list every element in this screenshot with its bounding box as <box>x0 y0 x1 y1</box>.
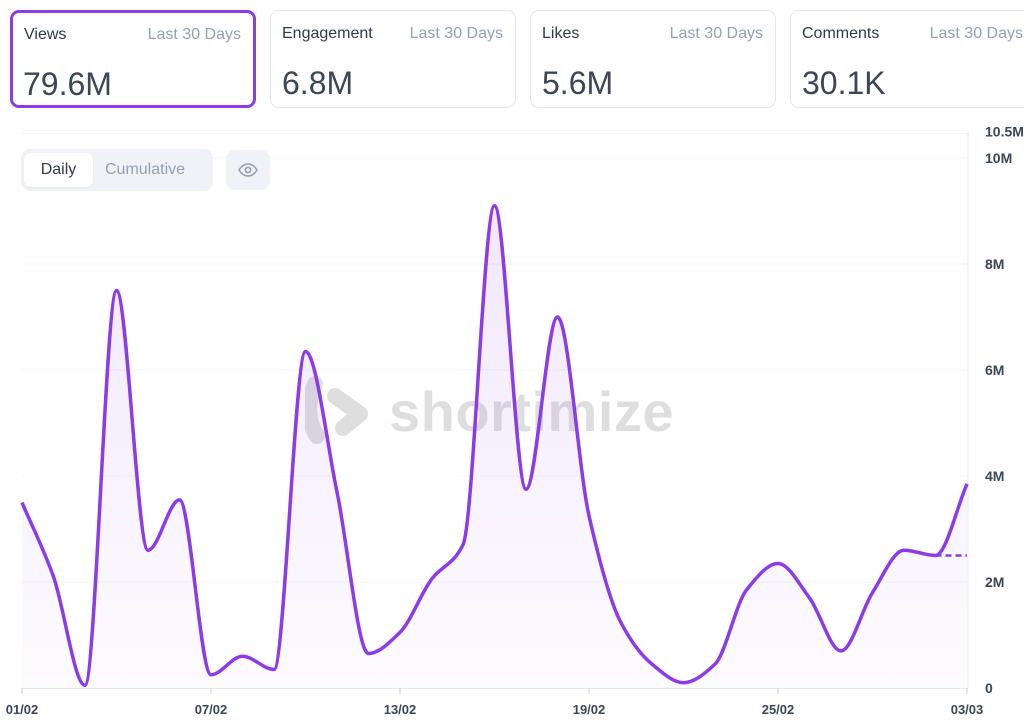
views-card[interactable]: Views Last 30 Days 79.6M <box>10 10 256 108</box>
card-value: 30.1K <box>802 65 886 101</box>
visibility-toggle-button[interactable] <box>226 150 270 190</box>
card-value: 79.6M <box>23 66 112 102</box>
series-area <box>22 205 967 688</box>
x-tick-label: 25/02 <box>762 702 795 717</box>
card-title: Views <box>24 26 67 43</box>
card-value: 5.6M <box>542 65 614 101</box>
cumulative-tab[interactable]: Cumulative <box>105 161 186 178</box>
daily-tab[interactable]: Daily <box>24 153 93 187</box>
y-tick-label: 4M <box>985 468 1004 484</box>
y-tick-label: 6M <box>985 362 1004 378</box>
x-tick-label: 03/03 <box>951 702 984 717</box>
y-tick-label: 2M <box>985 574 1004 590</box>
card-period: Last 30 Days <box>147 26 241 43</box>
x-tick-label: 07/02 <box>195 702 228 717</box>
x-tick-label: 13/02 <box>384 702 417 717</box>
view-mode-toggle: Daily Cumulative <box>21 149 213 191</box>
card-title: Comments <box>802 25 880 42</box>
chart-top-divider <box>22 133 968 134</box>
card-title: Likes <box>542 25 580 42</box>
x-tick-label: 19/02 <box>573 702 606 717</box>
card-period: Last 30 Days <box>929 25 1023 42</box>
card-period: Last 30 Days <box>409 25 503 42</box>
series-line <box>20 203 969 688</box>
x-tick-label: 01/02 <box>6 702 39 717</box>
card-value: 6.8M <box>282 65 354 101</box>
y-tick-label: 8M <box>985 256 1004 272</box>
likes-card[interactable]: Likes Last 30 Days 5.6M <box>530 10 776 108</box>
y-tick-label: 10M <box>985 150 1012 166</box>
y-tick-label: 10.5M <box>985 124 1024 140</box>
y-tick-label: 0 <box>985 680 993 696</box>
engagement-card[interactable]: Engagement Last 30 Days 6.8M <box>270 10 516 108</box>
eye-icon <box>238 163 258 177</box>
card-title: Engagement <box>282 25 373 42</box>
comments-card[interactable]: Comments Last 30 Days 30.1K <box>790 10 1024 108</box>
card-period: Last 30 Days <box>669 25 763 42</box>
